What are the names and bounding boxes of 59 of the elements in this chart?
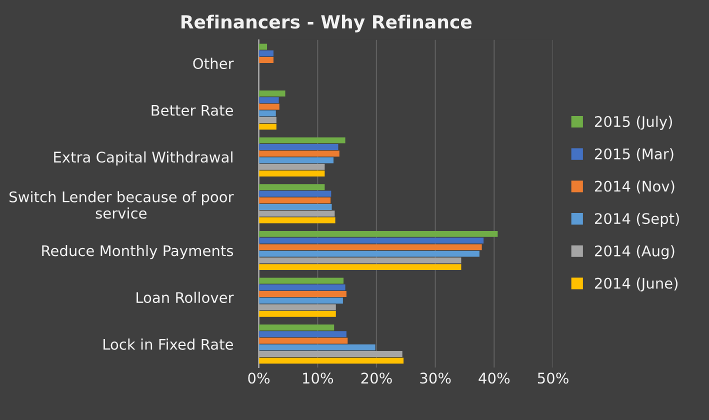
bar [258,264,462,270]
legend-label: 2014 (Nov) [594,180,674,194]
bar [258,144,338,150]
bar [258,298,343,304]
bar [258,351,402,358]
bar [258,204,332,210]
bar [258,197,331,204]
y-tick-label: Reduce Monthly Payments [42,244,234,260]
y-tick-label: Switch Lender because of poor service [10,191,234,219]
x-tick-label: 0% [248,372,270,384]
bar [258,90,286,97]
x-tick-label: 30% [420,372,451,384]
legend-label: 2014 (Sept) [594,212,679,227]
y-tick-label: Loan Rollover [136,292,234,304]
x-tick-label: 50% [538,372,568,384]
bar [258,97,279,104]
bar [258,358,404,364]
y-tick-label: Lock in Fixed Rate [104,338,234,350]
bar [258,250,480,257]
bar [258,217,336,224]
legend-label: 2014 (June) [594,278,678,292]
bar [258,210,335,217]
bar [258,117,276,124]
bar [258,157,334,164]
y-tick-label: Extra Capital Withdrawal [54,151,232,166]
bar [258,344,376,350]
bar [258,331,346,338]
bar [258,184,325,190]
chart-title: Refinancers - Why Refinance [181,14,472,32]
bar [258,164,325,170]
bar [258,257,462,264]
bar [258,304,336,310]
bar [258,310,336,317]
bar [258,44,268,50]
x-tick-label: 40% [478,372,510,384]
bar [258,338,348,344]
legend-label: 2015 (Mar) [594,148,674,162]
bar [258,170,325,176]
x-tick-label: 20% [361,372,392,384]
bar [258,230,498,237]
bar [258,50,274,56]
bar [258,244,482,250]
y-tick-label: Other [193,58,234,70]
bar [258,110,276,116]
bar [258,137,346,144]
legend-label: 2015 (July) [594,116,672,130]
bar [258,57,274,63]
bar [258,104,280,110]
bar [258,238,484,244]
bar [258,284,346,290]
bar [258,150,340,157]
bar [258,324,334,331]
y-tick-label: Better Rate [152,105,234,116]
legend-label: 2014 (Aug) [594,245,674,260]
x-tick-label: 10% [303,372,334,384]
bar [258,190,332,197]
bar [258,278,344,284]
bar [258,291,346,297]
bar [258,124,276,130]
